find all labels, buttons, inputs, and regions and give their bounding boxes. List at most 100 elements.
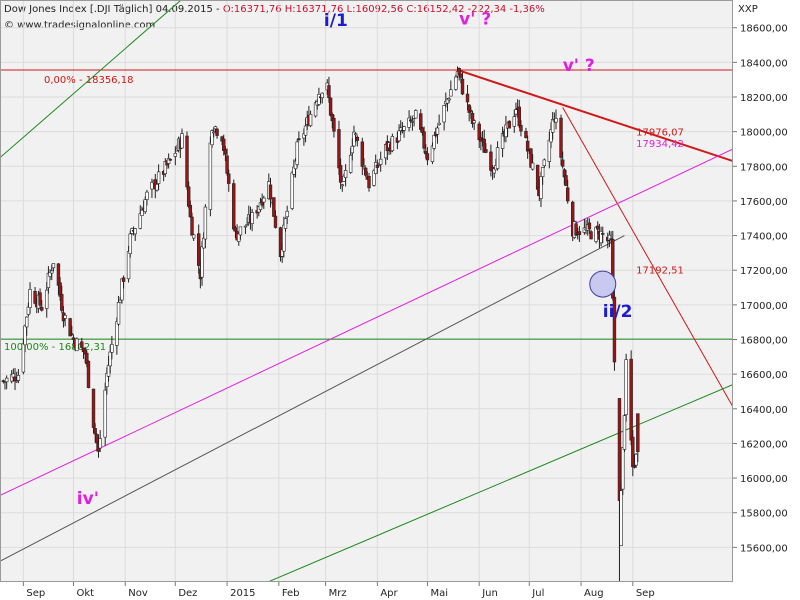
candle-body [564, 175, 568, 186]
candle [587, 218, 592, 234]
candle-body [91, 388, 96, 428]
candle [422, 126, 426, 153]
candle [631, 430, 635, 477]
candle-body [95, 434, 99, 444]
candle-body [273, 215, 278, 228]
candle [110, 336, 114, 360]
candle [470, 111, 475, 128]
candle [343, 164, 348, 187]
candle-body [120, 278, 124, 301]
candle [185, 131, 189, 190]
x-tick-label: 2015 [230, 588, 255, 599]
trend-line [268, 384, 732, 581]
y-tick-label: 18000,00 [740, 128, 788, 139]
reference-line-label: 100,00% - 16802,31 [4, 342, 106, 353]
candle-body [68, 318, 72, 337]
candle [447, 97, 451, 104]
candle [530, 154, 535, 171]
candle [397, 124, 401, 143]
candle-body [617, 398, 622, 501]
candle [250, 208, 254, 232]
candle-body [56, 263, 61, 286]
candle [621, 447, 625, 496]
candle-body [373, 162, 378, 174]
candle-body [514, 109, 518, 115]
candle-body [338, 165, 343, 183]
x-tick-label: Feb [282, 588, 300, 599]
candle [203, 204, 208, 249]
candle [86, 360, 91, 389]
candle-body [13, 376, 17, 382]
candle-body [460, 78, 465, 95]
x-tick-label: Jun [481, 588, 498, 599]
candle [121, 275, 126, 289]
candle-body [624, 359, 628, 415]
x-tick-label: Okt [76, 588, 94, 599]
candle-body [245, 224, 249, 226]
candle [554, 109, 558, 130]
candle-body [308, 113, 313, 127]
candle-body [348, 154, 353, 173]
candle [482, 129, 486, 153]
candle-body [599, 230, 603, 244]
x-tick-label: Dez [178, 588, 197, 599]
candle-body [250, 212, 254, 224]
candle-body [507, 120, 511, 129]
candle-body [535, 164, 540, 190]
candle [98, 430, 102, 453]
candle [414, 109, 418, 119]
candle [237, 233, 241, 246]
candle [484, 143, 488, 154]
candle-body [442, 105, 446, 123]
candle-body [262, 197, 266, 203]
candle-body [190, 216, 194, 236]
candle-body [631, 436, 635, 468]
candle [133, 228, 137, 241]
candle-body [121, 277, 126, 282]
candle-body [272, 197, 276, 217]
candle-body [530, 162, 535, 170]
candle [442, 104, 446, 131]
candle [60, 285, 64, 313]
candle-body [283, 218, 288, 229]
y-tick-label: 17400,00 [740, 232, 788, 243]
trend-line [1, 1, 181, 158]
candle [437, 114, 441, 126]
candle [51, 263, 56, 272]
candle [373, 154, 378, 175]
candle-body [554, 118, 558, 123]
y-tick-label: 15800,00 [740, 509, 788, 520]
candle-body [23, 325, 27, 346]
candle-body [632, 465, 637, 468]
candle-body [268, 184, 273, 200]
axis-unit-label: XXP [738, 4, 758, 15]
y-tick-label: 16800,00 [740, 336, 788, 347]
candle-body [472, 120, 476, 124]
candle-body [587, 222, 592, 230]
candle-body [484, 149, 488, 153]
plot-border [0, 0, 733, 582]
candle [559, 114, 563, 166]
candle-body [21, 343, 26, 373]
marker-circle [589, 270, 617, 298]
candle-body [469, 109, 473, 112]
candle [80, 337, 84, 349]
candle-body [212, 131, 216, 134]
candle-body [290, 172, 294, 209]
y-tick-label: 16200,00 [740, 439, 788, 450]
x-tick-label: Apr [380, 588, 398, 599]
candle-body [447, 98, 451, 101]
candle-body [402, 126, 406, 131]
candle-body [517, 106, 521, 127]
candle-body [145, 191, 149, 200]
candle-body [60, 293, 64, 311]
candle [145, 189, 149, 206]
source-credit: © www.tradesignalonline.com [4, 20, 156, 31]
candle [128, 230, 132, 258]
candle-body [636, 413, 640, 452]
candle-body [150, 181, 154, 190]
candle-body [51, 263, 56, 269]
candle [196, 224, 201, 274]
candle [540, 167, 545, 185]
price-level-label: 17976,07 [636, 128, 684, 139]
